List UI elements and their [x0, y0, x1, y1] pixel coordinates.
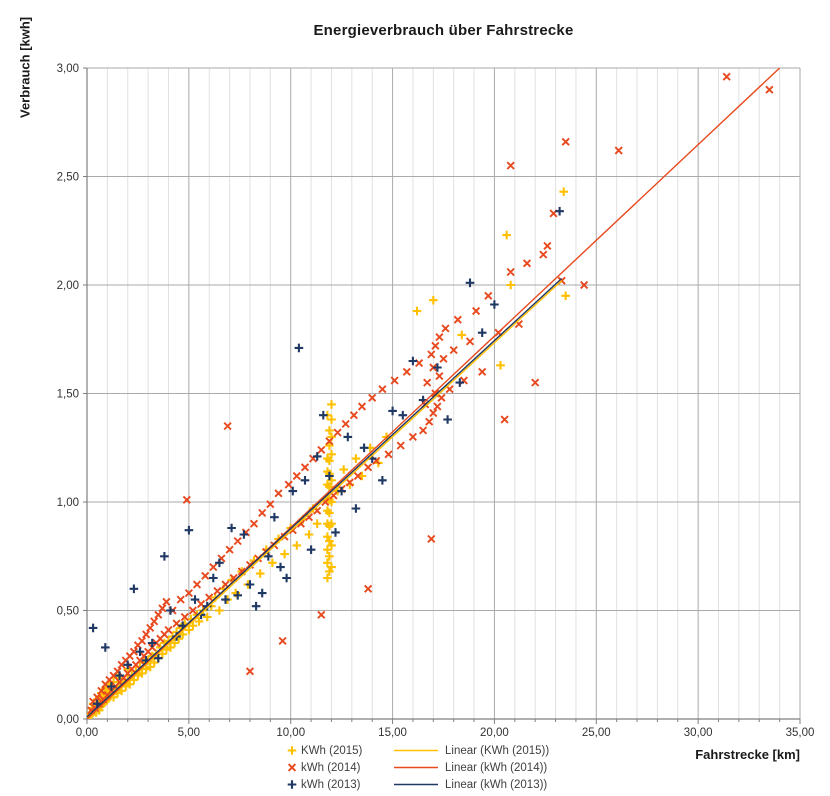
legend-line-sample: [394, 783, 438, 786]
x-tick-label: 25,00: [582, 727, 611, 739]
legend: KWh (2015) Linear (KWh (2015)) kWh (2014) L…: [285, 742, 549, 793]
legend-row-2015[interactable]: KWh (2015) Linear (KWh (2015)): [285, 742, 549, 759]
chart-title: Energieverbrauch über Fahrstrecke: [313, 22, 574, 39]
x-tick-label: 0,00: [76, 727, 98, 739]
x-tick-label: 5,00: [178, 727, 200, 739]
x-tick-label: 20,00: [480, 727, 509, 739]
legend-series-label: kWh (2013): [301, 778, 361, 791]
scatter-series-2013: [88, 206, 564, 709]
plus-marker-icon: [287, 780, 297, 789]
y-tick-label: 2,50: [57, 172, 79, 184]
plus-marker-icon: [287, 746, 297, 755]
y-tick-label: 0,00: [57, 714, 79, 726]
y-tick-label: 1,00: [57, 497, 79, 509]
legend-trendline-label: Linear (KWh (2015)): [445, 744, 550, 757]
trendline-2013: [87, 277, 563, 718]
legend-series-label: KWh (2015): [301, 744, 363, 757]
x-tick-label: 30,00: [684, 727, 713, 739]
legend-series-label: kWh (2014): [301, 761, 361, 774]
x-axis-title: Fahrstrecke [km]: [695, 747, 800, 762]
legend-line-sample: [394, 766, 438, 769]
x-tick-label: 15,00: [378, 727, 407, 739]
legend-trendline-label: Linear (kWh (2013)): [445, 778, 548, 791]
y-tick-label: 0,50: [57, 606, 79, 618]
y-tick-label: 2,00: [57, 280, 79, 292]
legend-row-2013[interactable]: kWh (2013) Linear (kWh (2013)): [285, 776, 549, 793]
y-tick-label: 1,50: [57, 389, 79, 401]
x-tick-label: 10,00: [276, 727, 305, 739]
legend-trendline-label: Linear (kWh (2014)): [445, 761, 548, 774]
y-tick-label: 3,00: [57, 63, 79, 75]
legend-row-2014[interactable]: kWh (2014) Linear (kWh (2014)): [285, 759, 549, 776]
trendline-2015: [87, 280, 563, 719]
legend-line-sample: [394, 749, 438, 752]
x-tick-label: 35,00: [786, 727, 815, 739]
x-marker-icon: [287, 763, 297, 772]
